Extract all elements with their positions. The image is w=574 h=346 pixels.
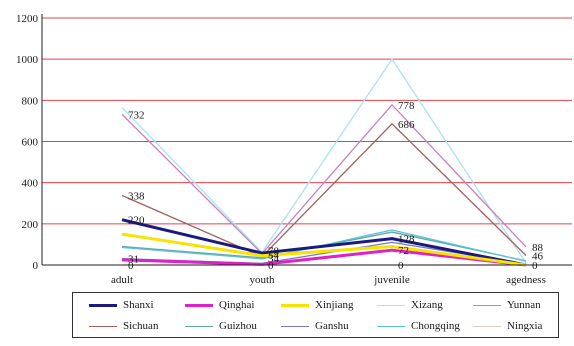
data-label: 686: [398, 119, 415, 131]
y-tick-label: 1000: [16, 54, 39, 66]
data-label: 88: [532, 242, 544, 254]
legend-label: Xinjiang: [315, 299, 354, 311]
legend-item-ganshu: Ganshu: [281, 316, 349, 336]
legend-swatch: [89, 325, 117, 327]
y-tick-label: 200: [22, 219, 39, 231]
legend-swatch: [281, 303, 309, 307]
legend-swatch: [185, 303, 213, 307]
legend-item-xinjiang: Xinjiang: [281, 295, 354, 315]
legend-swatch: [377, 304, 405, 306]
legend-swatch: [473, 304, 501, 306]
x-tick-label: youth: [249, 274, 275, 286]
legend-swatch: [89, 303, 117, 307]
legend-label: Guizhou: [219, 320, 257, 332]
data-label: 31: [128, 254, 139, 266]
x-tick-label: adult: [111, 274, 133, 286]
grid-layer: [42, 17, 572, 225]
legend-item-guizhou: Guizhou: [185, 316, 257, 336]
legend-swatch: [281, 325, 309, 327]
series-line-yunnan: [121, 104, 527, 255]
series-line-sichuan: [121, 123, 527, 258]
series-line-qinghai: [121, 248, 527, 267]
y-tick-label: 400: [22, 178, 39, 190]
y-tick-label: 600: [22, 137, 39, 149]
data-label: 0: [128, 260, 134, 272]
data-label: 0: [398, 260, 404, 272]
legend-label: Chongqing: [411, 320, 460, 332]
legend-item-chongqing: Chongqing: [377, 316, 460, 336]
data-label: 0: [532, 260, 538, 272]
data-label: 72: [398, 245, 409, 257]
legend-swatch: [185, 325, 213, 327]
legend-label: Ganshu: [315, 320, 349, 332]
legend-item-shanxi: Shanxi: [89, 295, 154, 315]
data-label: 732: [128, 109, 145, 121]
series-line-xinjiang: [121, 232, 527, 267]
legend-swatch: [473, 325, 501, 327]
legend-label: Yunnan: [507, 299, 541, 311]
legend-item-xizang: Xizang: [377, 295, 443, 315]
data-label: 78: [268, 246, 280, 258]
axis-layer: 0 200 400 600 800 1000 1200 adult youth juvenile a…: [16, 13, 572, 286]
chart-legend: Shanxi Qinghai Xinjiang Xizang Yunnan Sichuan…: [72, 292, 559, 338]
data-label: 338: [128, 190, 145, 202]
legend-label: Sichuan: [123, 320, 159, 332]
legend-label: Qinghai: [219, 299, 255, 311]
data-label: 0: [268, 260, 274, 272]
legend-item-sichuan: Sichuan: [89, 316, 158, 336]
legend-label: Xizang: [411, 299, 443, 311]
data-label: 128: [398, 234, 415, 246]
data-label: 220: [128, 215, 145, 227]
legend-label: Shanxi: [123, 299, 154, 311]
x-tick-label: juvenile: [373, 274, 410, 286]
data-label: 778: [398, 100, 415, 112]
data-label: 34: [268, 253, 280, 265]
y-tick-label: 1200: [16, 13, 39, 25]
legend-item-qinghai: Qinghai: [185, 295, 254, 315]
data-label: 46: [532, 251, 544, 263]
data-label: 54: [268, 250, 280, 262]
series-line-xizang: [121, 58, 527, 264]
series-layer: [121, 58, 527, 267]
legend-swatch: [377, 325, 405, 327]
legend-label: Ningxia: [507, 320, 543, 332]
y-tick-label: 800: [22, 95, 39, 107]
series-line-shanxi: [121, 218, 527, 267]
legend-item-yunnan: Yunnan: [473, 295, 541, 315]
y-tick-label: 0: [33, 260, 39, 272]
x-tick-label: agedness: [506, 274, 546, 286]
legend-item-ningxia: Ningxia: [473, 316, 542, 336]
